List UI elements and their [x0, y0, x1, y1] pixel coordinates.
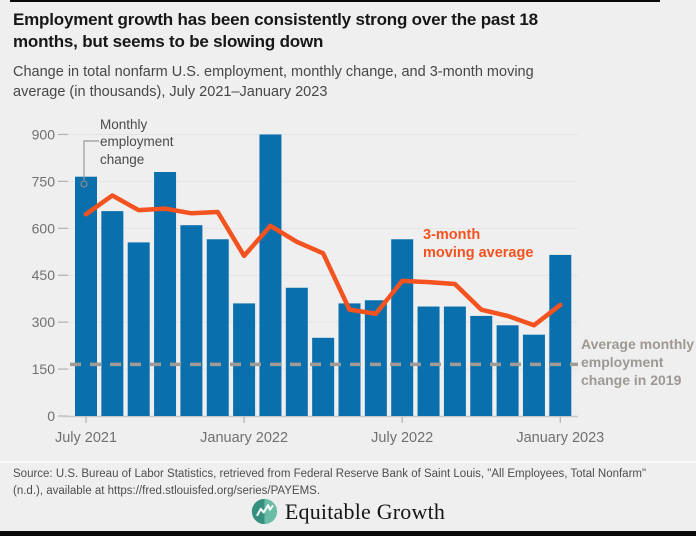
bar-dec-2022	[522, 334, 545, 416]
bar-may-2022	[338, 303, 361, 416]
chart-subtitle: Change in total nonfarm U.S. employment,…	[13, 64, 534, 101]
moving-average-line	[83, 193, 563, 328]
bar-sep-2021	[127, 242, 150, 416]
y-tick-label: 600	[32, 220, 56, 236]
y-tick-label: 0	[47, 408, 55, 424]
x-tick-label: January 2022	[200, 430, 288, 446]
y-axis-labels: 0 150 300 450 600 750 900	[32, 126, 56, 424]
x-tick-label: July 2022	[371, 430, 433, 446]
monthly-change-bars	[75, 134, 572, 417]
bar-feb-2022	[259, 134, 282, 417]
bar-mar-2022	[285, 287, 308, 416]
bar-aug-2021	[101, 211, 124, 416]
bar-jan-2023	[549, 254, 572, 416]
annotation-2019-average: Average monthly employment change in 201…	[581, 336, 695, 388]
top-border-rule	[10, 0, 660, 2]
bar-jul-2021	[75, 176, 97, 416]
bar-jan-2022	[233, 303, 256, 416]
bar-nov-2021	[180, 225, 203, 416]
bar-sep-2022	[443, 306, 466, 416]
bar-aug-2022	[417, 306, 440, 416]
chart-title: Employment growth has been consistently …	[13, 10, 538, 52]
bar-jul-2022	[391, 239, 414, 416]
logo-text: Equitable Growth	[284, 498, 446, 524]
chart-area: 0 150 300 450 600 750 900 July 2021 January 2022…	[0, 108, 696, 462]
bar-oct-2022	[470, 315, 493, 416]
bottom-border-rule	[0, 531, 696, 536]
equitable-growth-logo: Equitable Growth	[0, 498, 696, 525]
bar-dec-2021	[206, 239, 229, 416]
y-tick-label: 300	[32, 314, 56, 330]
annotation-3-month-moving-average: 3-month moving average	[423, 227, 534, 262]
logo-mark-icon	[251, 498, 277, 525]
y-tick-label: 150	[32, 361, 56, 377]
bar-nov-2022	[496, 325, 519, 416]
annotation-monthly-employment-change: Monthly employment change	[100, 117, 174, 167]
x-tick-label: July 2021	[55, 430, 117, 446]
bar-apr-2022	[312, 337, 335, 416]
bar-oct-2021	[154, 172, 177, 416]
x-tick-label: January 2023	[516, 430, 604, 446]
x-axis-labels: July 2021 January 2022 July 2022 January 20…	[55, 417, 604, 446]
y-tick-label: 750	[32, 173, 56, 189]
bar-jun-2022	[364, 300, 387, 416]
source-note: Source: U.S. Bureau of Labor Statistics,…	[13, 468, 647, 497]
chart-canvas: 0 150 300 450 600 750 900 July 2021 January 2022…	[32, 126, 605, 446]
annotation-connector	[80, 140, 99, 188]
y-tick-label: 900	[32, 126, 56, 142]
y-tick-label: 450	[32, 267, 56, 283]
footer-divider	[0, 461, 696, 463]
